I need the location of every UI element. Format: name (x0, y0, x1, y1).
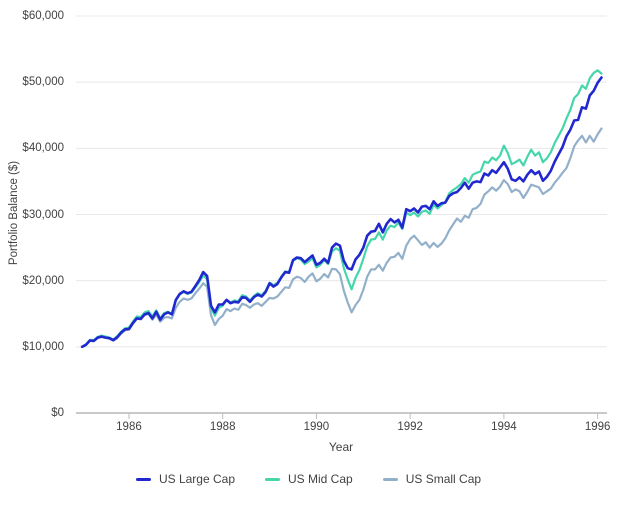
x-axis-title: Year (328, 440, 354, 454)
x-tick-label: 1986 (116, 421, 142, 433)
y-tick-label: $60,000 (22, 10, 64, 22)
series-line-us-mid-cap (80, 69, 603, 348)
legend-item-us-large-cap[interactable]: US Large Cap (135, 472, 235, 486)
y-tick-label: $0 (51, 407, 64, 419)
x-tick-label: 1988 (209, 421, 236, 433)
y-tick-label: $50,000 (22, 76, 64, 89)
series-line-us-large-cap (80, 76, 603, 349)
y-tick-label: $30,000 (22, 208, 64, 221)
series-line-us-small-cap (80, 127, 603, 348)
x-tick-label: 1990 (303, 421, 330, 433)
us-small-cap-swatch-icon (382, 477, 398, 481)
y-tick-label: $20,000 (22, 274, 64, 287)
y-tick-label: $40,000 (22, 142, 64, 155)
y-tick-label: $10,000 (22, 340, 64, 353)
us-mid-cap-swatch-icon (265, 477, 280, 481)
chart-legend: US Large Cap US Mid Cap US Small Cap (0, 470, 617, 488)
us-large-cap-swatch-icon (135, 477, 151, 481)
x-tick-label: 1994 (491, 421, 517, 433)
legend-label: US Large Cap (158, 472, 235, 486)
legend-label: US Small Cap (405, 472, 482, 486)
legend-label: US Mid Cap (288, 472, 353, 486)
x-tick-label: 1992 (397, 421, 423, 433)
x-tick-label: 1996 (584, 421, 611, 433)
legend-item-us-mid-cap[interactable]: US Mid Cap (265, 472, 353, 486)
legend-item-us-small-cap[interactable]: US Small Cap (382, 472, 482, 486)
y-axis-title: Portfolio Balance ($) (8, 160, 20, 266)
